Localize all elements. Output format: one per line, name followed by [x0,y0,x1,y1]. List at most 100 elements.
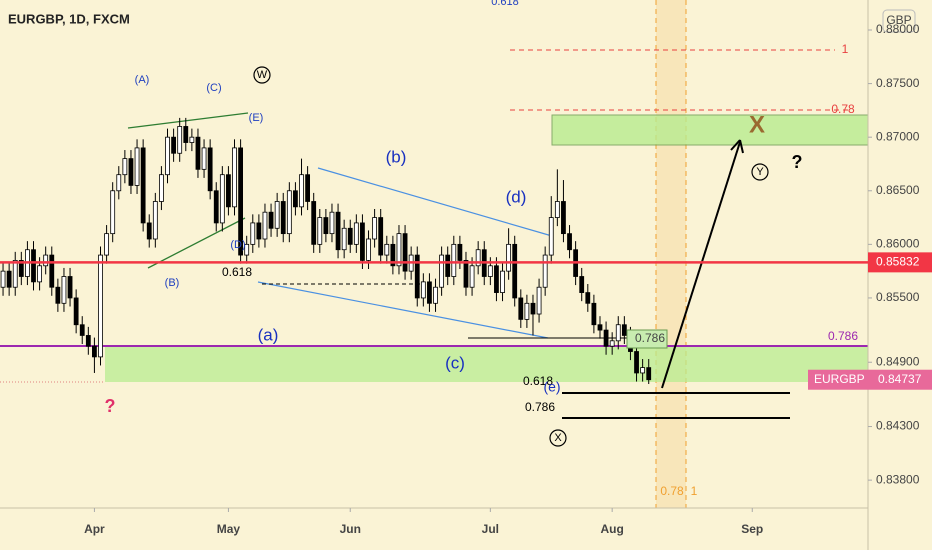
candle-body [579,276,585,293]
candle-body [427,281,432,304]
y-tick-label: 0.85500 [876,290,920,304]
candle-body [110,190,116,235]
candle-body [226,174,231,208]
candle-body [487,265,493,277]
price-tag-name: EURGBP [814,372,865,386]
candle-body [335,211,341,251]
y-tick-label: 0.86500 [876,183,920,197]
candle-body [146,222,152,240]
candle-body [37,265,42,283]
annotation: (e) [543,379,560,395]
candle-body [536,286,542,315]
price-tag [868,252,932,273]
candle-body [232,147,237,208]
currency-box [882,9,916,33]
wave-circle [549,429,567,447]
candle-body [554,201,560,218]
annotation: X [749,111,765,138]
candle-body [201,147,207,170]
candle-body [323,217,329,235]
annotation: 1 [691,484,698,498]
candle-body [262,211,268,240]
candle-body [402,233,408,272]
annotation: ? [105,396,116,416]
candle-body [506,243,512,272]
candle-body [299,174,304,208]
annotation: (c) [445,353,465,372]
candle-body [128,158,134,186]
y-tick-label: 0.83800 [876,472,920,486]
candle-body [567,233,572,251]
candle-body [92,345,97,358]
candle-body [524,302,530,320]
candle-body [311,201,317,245]
candle-body [634,351,639,374]
candle-body [213,190,219,224]
candle-body [603,329,609,347]
candle-body [542,254,548,288]
price-tag-value: 0.84737 [878,372,922,386]
annotation: (A) [135,74,150,86]
annotation: (B) [165,277,180,289]
candle-body [189,136,195,143]
candle-body [293,190,298,208]
y-tick-label: 0.84300 [876,419,920,433]
candle-body [414,254,420,299]
annotation: (d) [506,187,527,206]
x-tick-label: Jul [482,522,499,536]
candle-body [360,222,365,261]
currency: GBP [886,13,911,27]
time-zone [656,0,686,508]
candle-body [439,254,445,288]
candle-body [104,233,109,256]
candle-body [12,260,18,288]
candle-body [31,249,36,283]
x-tick-label: Sep [741,522,763,536]
candle-body [195,136,201,170]
annotation: 0.786 [635,331,665,345]
y-tick-label: 0.87500 [876,76,920,90]
candle-body [463,260,469,288]
candle-body [134,147,140,186]
trend-line [127,112,249,129]
candle-body [329,211,335,235]
candle-body [341,227,347,251]
annotation: W [257,69,268,81]
candle-body [378,217,384,256]
y-tick-label: 0.88000 [876,22,920,36]
candle-body [140,147,146,224]
candle-body [640,367,646,374]
candle-body [317,217,323,245]
annotation: X [554,432,562,444]
candle-body [219,174,225,224]
candle-body [177,126,183,154]
channel-line [317,167,553,237]
candle-body [280,201,286,235]
annotation: ? [792,152,803,172]
annotation: (D) [230,239,245,251]
annotation: 0.618 [222,265,252,279]
annotations: 0.618 1 0.78 (A) (C) W (E) (B) (D) (b) (d) 0.618 (a)… [105,0,859,498]
candle-body [396,233,402,267]
candle-body [609,340,615,347]
candle-body [85,335,91,347]
price-tag [808,369,932,390]
candle-body [347,227,353,245]
candle-body [98,254,103,358]
candle-body [469,265,475,288]
candle-body [159,174,164,202]
candle-body [494,265,499,293]
candle-body [372,217,378,240]
candle-body [49,254,55,288]
arrow [661,141,741,389]
annotation: (b) [386,147,407,166]
candle-body [268,211,274,229]
annotation: 0.786 [525,400,555,414]
candle-body [171,136,177,154]
support-zone [105,346,868,382]
candle-body [451,243,457,277]
candle-body [18,260,24,277]
x-tick-label: Apr [84,522,105,536]
candle-body [548,217,554,256]
